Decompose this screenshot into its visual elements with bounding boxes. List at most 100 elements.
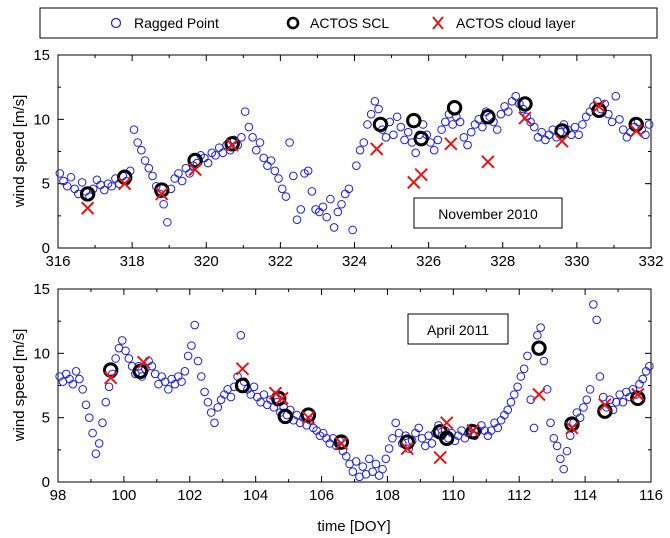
ragged-point-marker xyxy=(107,181,117,191)
ragged-point-marker xyxy=(218,148,228,158)
actos-cloud-layer-marker xyxy=(444,137,458,151)
ragged-point-marker xyxy=(506,397,516,407)
actos-cloud-layer-marker xyxy=(334,436,349,451)
y-axis-label: wind speed [m/s] xyxy=(11,95,28,209)
ragged-point-marker xyxy=(133,138,142,147)
actos-cloud-layer-marker xyxy=(301,410,316,425)
ragged-point-marker xyxy=(437,125,446,134)
actos-scl-marker xyxy=(333,434,350,450)
ragged-point-marker xyxy=(470,120,480,129)
legend: Ragged Point ACTOS SCL ACTOS cloud layer xyxy=(39,7,658,39)
ragged-point-marker xyxy=(370,97,380,106)
ragged-point-marker xyxy=(296,205,306,214)
actos-cloud-layer-marker xyxy=(104,371,118,385)
ragged-point-marker xyxy=(140,156,150,165)
ragged-point-marker xyxy=(259,390,269,399)
ragged-point-marker xyxy=(88,428,97,438)
legend-marker-actos-scl xyxy=(286,16,300,30)
ragged-point-marker xyxy=(240,107,250,116)
ragged-point-marker xyxy=(94,439,104,448)
x-tick-label: 106 xyxy=(309,487,334,504)
y-tick-label: 5 xyxy=(42,176,50,193)
legend-label-ragged-point: Ragged Point xyxy=(134,15,219,31)
actos-cloud-layer-marker xyxy=(414,167,428,182)
ragged-point-marker xyxy=(259,153,268,163)
annotation-label: April 2011 xyxy=(427,322,489,338)
actos-scl-marker xyxy=(465,424,481,440)
x-tick-label: 326 xyxy=(416,253,441,270)
legend-label-actos-cloud-layer: ACTOS cloud layer xyxy=(456,15,576,31)
ragged-point-marker xyxy=(455,117,465,127)
ragged-point-marker xyxy=(400,135,409,145)
ragged-point-marker xyxy=(578,120,587,129)
ragged-point-marker xyxy=(355,145,365,155)
actos-scl-marker xyxy=(300,407,317,423)
ragged-point-marker xyxy=(537,127,546,137)
ragged-point-marker xyxy=(68,379,78,389)
actos-scl-marker xyxy=(564,416,580,432)
ragged-point-marker xyxy=(533,331,542,340)
ragged-point-marker xyxy=(70,184,79,194)
ragged-point-marker xyxy=(91,449,101,458)
ragged-point-marker xyxy=(62,181,72,191)
ragged-point-marker xyxy=(292,215,302,224)
ragged-point-marker xyxy=(612,397,621,407)
ragged-point-marker xyxy=(111,354,120,363)
ragged-point-marker xyxy=(159,199,168,209)
ragged-point-marker xyxy=(645,361,654,371)
ragged-point-marker xyxy=(611,91,621,101)
actos-cloud-layer-marker xyxy=(225,138,239,152)
ragged-point-marker xyxy=(503,405,512,415)
actos-scl-marker xyxy=(517,96,533,112)
ragged-point-marker xyxy=(177,377,186,386)
panel-april-2011: 98 100 102 104 106 108 110 112 114 116 0 5 10 15 Apri… xyxy=(11,281,663,504)
y-tick-label: 15 xyxy=(33,47,50,64)
ragged-point-marker xyxy=(200,387,209,397)
actos-cloud-layer-marker xyxy=(275,391,289,406)
ragged-point-marker xyxy=(121,346,130,356)
ragged-point-marker xyxy=(533,133,543,142)
ragged-point-marker xyxy=(392,112,402,122)
ragged-point-marker xyxy=(249,382,259,392)
ragged-point-marker xyxy=(592,315,601,325)
ragged-point-marker xyxy=(326,194,335,204)
ragged-point-marker xyxy=(366,109,376,119)
y-tick-label: 0 xyxy=(42,474,50,491)
ragged-point-marker xyxy=(466,127,476,137)
x-tick-label: 98 xyxy=(50,487,67,504)
ragged-point-marker xyxy=(541,135,550,145)
ragged-point-marker xyxy=(500,102,509,111)
legend-marker-ragged-point xyxy=(110,17,122,29)
actos-scl-marker xyxy=(79,186,96,202)
actos-scl-marker xyxy=(103,362,119,378)
actos-cloud-layer-marker xyxy=(433,450,447,465)
ragged-point-marker xyxy=(318,202,328,212)
ragged-point-marker xyxy=(144,163,154,173)
x-axis-label: time [DOY] xyxy=(317,518,390,535)
ragged-point-marker xyxy=(575,413,585,422)
ragged-point-marker xyxy=(607,117,617,127)
ragged-point-marker xyxy=(236,331,246,340)
ragged-point-marker xyxy=(368,467,377,477)
ragged-point-marker xyxy=(363,120,372,129)
ragged-point-marker xyxy=(124,354,134,363)
actos-scl-marker xyxy=(446,100,463,116)
x-tick-label: 102 xyxy=(177,487,202,504)
ragged-point-marker xyxy=(589,300,598,309)
ragged-point-marker xyxy=(211,151,220,160)
ragged-point-marker xyxy=(384,444,394,453)
ragged-point-marker xyxy=(92,175,102,185)
ragged-point-marker xyxy=(622,133,632,142)
y-axis-label: wind speed [m/s] xyxy=(11,329,28,443)
ragged-point-marker xyxy=(117,336,127,345)
ragged-point-marker xyxy=(615,115,624,124)
ragged-point-marker xyxy=(193,356,203,366)
ragged-point-marker xyxy=(378,464,387,474)
ragged-point-marker xyxy=(277,184,287,194)
ragged-point-marker xyxy=(148,171,157,181)
ragged-point-marker xyxy=(529,423,539,433)
ragged-point-marker xyxy=(365,454,374,464)
ragged-point-marker xyxy=(504,107,513,116)
actos-scl-marker xyxy=(630,390,646,407)
ragged-point-marker xyxy=(187,341,196,350)
